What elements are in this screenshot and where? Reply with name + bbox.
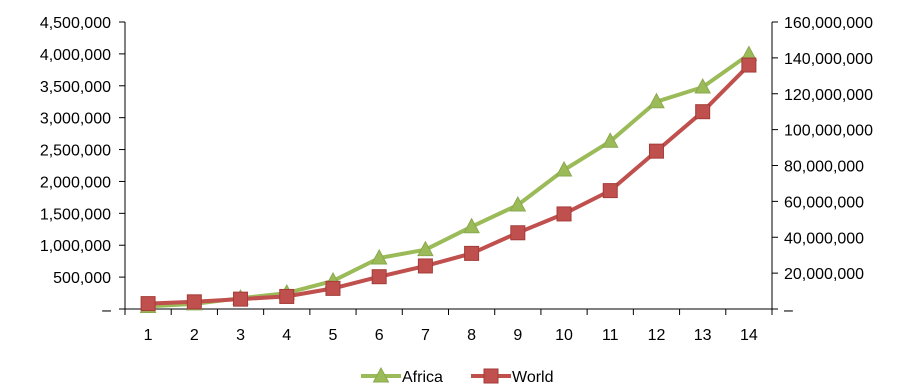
- africa-legend-marker: [372, 366, 390, 383]
- africa-data-point: [463, 217, 480, 234]
- world-data-point: [325, 280, 341, 296]
- left-y-axis-ticks: – 500,000 1,000,000 1,500,000 2,000,000 2,500…: [40, 15, 125, 319]
- axes: [124, 22, 773, 310]
- africa-data-point: [601, 132, 619, 148]
- world-data-point: [417, 258, 433, 274]
- x-tick-label: 5: [329, 327, 338, 344]
- x-tick-label: 14: [740, 327, 758, 344]
- left-y-tick-label: 3,500,000: [40, 79, 111, 96]
- africa-data-point: [417, 240, 434, 257]
- left-y-tick-label: –: [102, 302, 111, 319]
- world-data-point: [695, 104, 711, 120]
- africa-data-point: [555, 160, 573, 177]
- right-y-tick-label: 40,000,000: [784, 230, 864, 247]
- right-y-tick-label: 20,000,000: [784, 266, 864, 283]
- right-y-tick-label: –: [784, 302, 793, 319]
- world-series-line: [148, 63, 751, 306]
- x-tick-label: 7: [421, 327, 430, 344]
- left-y-tick-label: 3,000,000: [40, 111, 111, 128]
- x-tick-label: 13: [694, 327, 712, 344]
- left-y-tick-label: 4,000,000: [40, 47, 111, 64]
- world-data-point: [186, 294, 202, 310]
- world-data-point: [741, 57, 757, 73]
- x-tick-label: 4: [282, 327, 291, 344]
- x-tick-label: 8: [467, 327, 476, 344]
- series-layer: [139, 45, 758, 313]
- left-y-tick-label: 1,000,000: [40, 238, 111, 255]
- x-tick-label: 9: [513, 327, 522, 344]
- world-legend-marker: [483, 368, 499, 384]
- world-data-point: [556, 206, 572, 222]
- x-tick-label: 10: [555, 327, 573, 344]
- x-tick-label: 2: [190, 327, 199, 344]
- africa-data-point: [694, 77, 712, 94]
- world-data-point: [140, 296, 156, 312]
- x-tick-label: 6: [375, 327, 384, 344]
- right-y-axis-ticks: – 20,000,000 40,000,000 60,000,000 80,000,00…: [772, 15, 873, 319]
- right-y-tick-label: 80,000,000: [784, 159, 864, 176]
- africa-series-line: [147, 52, 751, 309]
- africa-legend-label: Africa: [402, 369, 443, 386]
- right-y-tick-label: 60,000,000: [784, 194, 864, 211]
- world-data-point: [233, 291, 249, 307]
- world-data-point: [464, 245, 480, 261]
- left-y-tick-label: 2,500,000: [40, 143, 111, 160]
- africa-data-point: [648, 92, 665, 109]
- right-y-tick-label: 160,000,000: [784, 15, 873, 32]
- x-tick-label: 12: [648, 327, 666, 344]
- world-data-point: [279, 288, 295, 304]
- africa-data-point: [370, 248, 388, 265]
- world-data-point: [602, 183, 618, 199]
- world-data-point: [510, 225, 526, 241]
- left-y-tick-label: 1,500,000: [40, 206, 111, 223]
- x-tick-label: 3: [236, 327, 245, 344]
- world-data-point: [648, 143, 664, 159]
- world-data-point: [371, 269, 387, 285]
- left-y-tick-label: 2,000,000: [40, 174, 111, 191]
- x-axis-ticks: 1 2 3 4 5 6 7 8 9 10 11 12 13 14: [124, 309, 773, 344]
- legend: Africa World: [361, 366, 554, 386]
- x-tick-label: 11: [602, 327, 619, 344]
- africa-data-point: [509, 195, 527, 212]
- x-tick-label: 1: [144, 327, 153, 344]
- left-y-tick-label: 500,000: [53, 270, 111, 287]
- right-y-tick-label: 120,000,000: [784, 87, 873, 104]
- world-legend-label: World: [512, 369, 554, 386]
- right-y-tick-label: 140,000,000: [784, 51, 873, 68]
- right-y-tick-label: 100,000,000: [784, 123, 873, 140]
- left-y-tick-label: 4,500,000: [40, 15, 111, 32]
